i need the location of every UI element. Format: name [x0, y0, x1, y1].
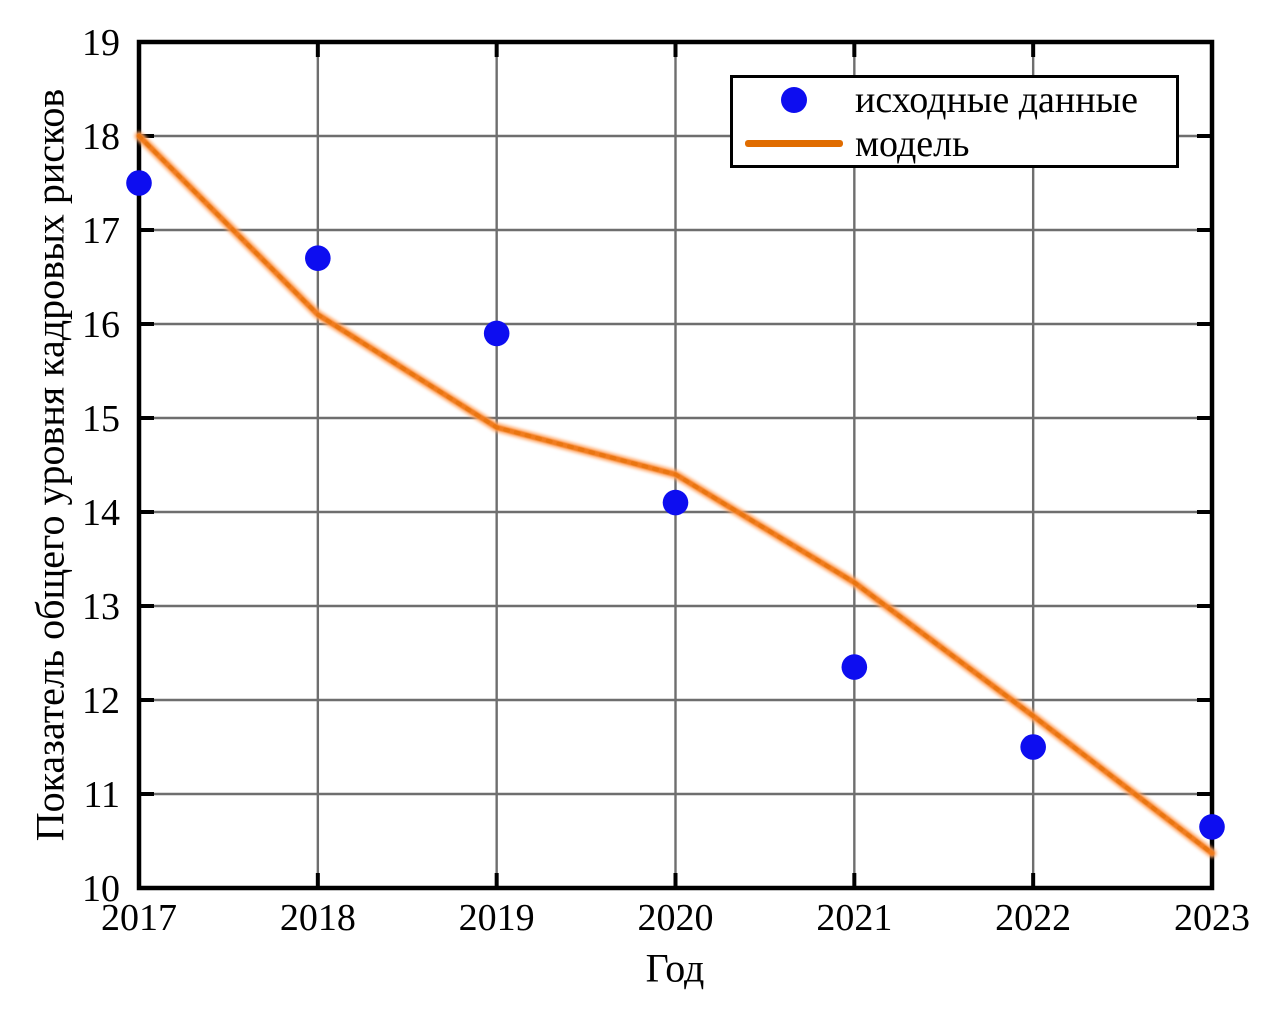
scatter-point	[662, 489, 689, 516]
scatter-point	[483, 320, 510, 347]
legend-label-source-data: исходные данные	[855, 78, 1138, 121]
scatter-point	[841, 654, 868, 680]
legend-label-model: модель	[855, 122, 970, 165]
gridlines	[139, 42, 1212, 888]
legend: исходные данные модель	[730, 75, 1179, 168]
legend-item-model: модель	[733, 123, 1176, 165]
tick-marks	[139, 42, 1212, 888]
y-axis-label: Показатель общего уровня кадровых рисков	[27, 88, 73, 842]
y-tick-label: 13	[82, 586, 120, 628]
line-marker-icon	[745, 140, 843, 147]
scatter-series	[126, 170, 1225, 840]
x-tick-labels: 2017 2018 2019 2020 2021 2022 2023	[101, 897, 1250, 939]
x-tick-label: 2018	[280, 897, 356, 939]
y-tick-label: 15	[82, 398, 120, 440]
y-tick-label: 19	[82, 22, 120, 64]
y-tick-label: 11	[83, 774, 120, 816]
scatter-marker-icon	[781, 86, 807, 113]
legend-marker-cell	[733, 86, 855, 113]
x-tick-label: 2019	[459, 897, 535, 939]
scatter-point	[1199, 814, 1225, 840]
x-tick-label: 2022	[995, 897, 1071, 939]
y-tick-label: 10	[82, 868, 120, 910]
x-tick-label: 2020	[638, 897, 714, 939]
x-tick-label: 2021	[816, 897, 892, 939]
y-tick-label: 14	[82, 492, 120, 534]
legend-item-source-data: исходные данные	[733, 79, 1176, 121]
x-tick-label: 2023	[1174, 897, 1250, 939]
scatter-point	[305, 245, 331, 271]
model-line	[134, 131, 1217, 858]
x-tick-label: 2017	[101, 897, 177, 939]
model-line-core	[136, 133, 1215, 856]
y-tick-label: 17	[82, 210, 120, 252]
y-tick-labels: 10 11 12 13 14 15 16 17 18 19	[82, 22, 120, 910]
legend-marker-cell	[733, 140, 855, 147]
scatter-point	[126, 170, 152, 196]
model-line-texture	[137, 134, 1214, 856]
scatter-point	[1020, 734, 1046, 760]
y-tick-label: 12	[82, 680, 120, 722]
y-tick-label: 18	[82, 116, 120, 158]
y-tick-label: 16	[82, 304, 120, 346]
x-axis-label: Год	[645, 945, 705, 991]
